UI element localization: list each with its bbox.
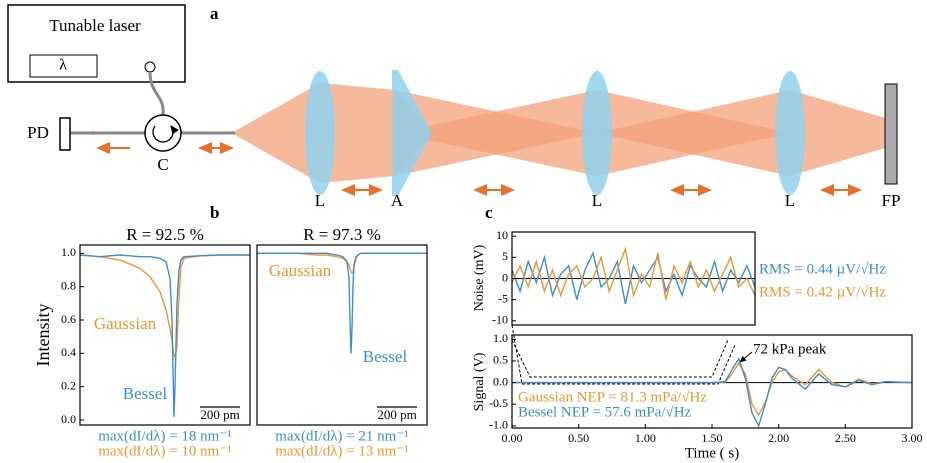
series-line <box>512 251 755 305</box>
y-tick-label: 0.0 <box>493 374 508 388</box>
panel-label: c <box>485 203 493 222</box>
annotation: RMS = 0.44 µV/√Hz <box>759 261 886 277</box>
series-line <box>512 357 912 428</box>
panel-label: b <box>210 203 219 222</box>
chart-title: R = 97.3 % <box>303 225 381 244</box>
lens <box>305 71 335 195</box>
x-tick-label: 1.00 <box>635 431 656 445</box>
y-tick-label: -1.0 <box>489 418 508 432</box>
y-axis-label: Intensity <box>33 304 53 367</box>
y-axis-label: Noise (mV) <box>472 244 487 311</box>
annotation: Gaussian NEP = 81.3 mPa/√Hz <box>518 389 707 405</box>
series-label: Bessel <box>123 384 168 403</box>
x-tick-label: 2.50 <box>835 431 856 445</box>
beam <box>597 90 790 176</box>
component-label: L <box>315 191 325 210</box>
series-line <box>80 254 250 359</box>
component-label: A <box>391 191 404 210</box>
y-tick-label: 10 <box>496 228 508 242</box>
x-tick-label: 2.00 <box>768 431 789 445</box>
series-line <box>80 254 250 417</box>
y-tick-label: 0.6 <box>61 312 76 326</box>
y-axis-label: Signal (V) <box>472 352 487 411</box>
x-axis-label: Time ( s) <box>685 445 739 461</box>
setup-diagram: Tunable laser λ PD C L A L <box>7 4 901 210</box>
beam <box>395 90 597 176</box>
x-tick-label: 0.50 <box>568 431 589 445</box>
annotation: max(dI/dλ) = 18 nm⁻¹ <box>98 428 232 444</box>
lambda-box <box>29 54 98 78</box>
y-tick-label: 1.0 <box>61 245 76 259</box>
y-tick-label: 0.4 <box>61 345 76 359</box>
y-tick-label: -10 <box>492 313 508 327</box>
annotation: max(dI/dλ) = 10 nm⁻¹ <box>98 443 232 459</box>
component-label: L <box>592 191 602 210</box>
peak-arrow <box>739 351 753 363</box>
component-label: L <box>785 191 795 210</box>
lens <box>582 71 612 195</box>
beam <box>235 83 320 183</box>
circulator <box>144 114 182 152</box>
y-tick-label: 0.2 <box>61 378 76 392</box>
y-tick-label: -0.5 <box>489 396 508 410</box>
photodiode <box>59 117 71 151</box>
component-label: PD <box>27 123 49 142</box>
zoom-guide <box>511 324 736 385</box>
series-line <box>257 252 427 354</box>
component-label: C <box>157 155 168 174</box>
lens <box>775 71 805 195</box>
annotation: 72 kPa peak <box>753 341 827 357</box>
series-label: Gaussian <box>269 261 332 280</box>
beam <box>790 133 885 176</box>
laser-port <box>144 61 156 73</box>
component-label: FP <box>882 191 901 210</box>
x-tick-label: 1.50 <box>702 431 723 445</box>
zoom-guide <box>511 339 729 378</box>
annotation: Bessel NEP = 57.6 mPa/√Hz <box>518 404 692 420</box>
laser-box <box>7 4 186 83</box>
beam <box>320 83 395 183</box>
y-tick-label: 1.0 <box>493 331 508 345</box>
lambda-label: λ <box>59 57 67 74</box>
fiber <box>148 71 165 116</box>
y-tick-label: 0.8 <box>61 278 76 292</box>
series-line <box>512 246 755 300</box>
circulator-arrow <box>152 124 179 143</box>
y-tick-label: 5 <box>502 249 508 263</box>
y-tick-label: 0.5 <box>493 353 508 367</box>
panel-label: a <box>210 4 219 23</box>
annotation: RMS = 0.42 µV/√Hz <box>759 284 886 300</box>
annotation: max(dI/dλ) = 13 nm⁻¹ <box>275 443 409 459</box>
scale-bar-label: 200 pm <box>377 407 416 422</box>
series-label: Gaussian <box>94 314 157 333</box>
fp-sensor <box>884 83 898 185</box>
beam <box>790 90 885 133</box>
plot-frame <box>79 244 251 426</box>
y-tick-label: 0.0 <box>61 412 76 426</box>
scale-bar-label: 200 pm <box>200 407 239 422</box>
series-label: Bessel <box>363 347 408 366</box>
y-tick-label: -5 <box>498 291 508 305</box>
y-tick-label: 0 <box>502 270 508 284</box>
laser-label: Tunable laser <box>49 16 141 35</box>
annotation: max(dI/dλ) = 21 nm⁻¹ <box>275 428 409 444</box>
plot-frame <box>256 244 428 426</box>
x-tick-label: 3.00 <box>902 431 923 445</box>
x-tick-label: 0.00 <box>502 431 523 445</box>
chart-title: R = 92.5 % <box>126 225 204 244</box>
axicon <box>392 70 432 196</box>
